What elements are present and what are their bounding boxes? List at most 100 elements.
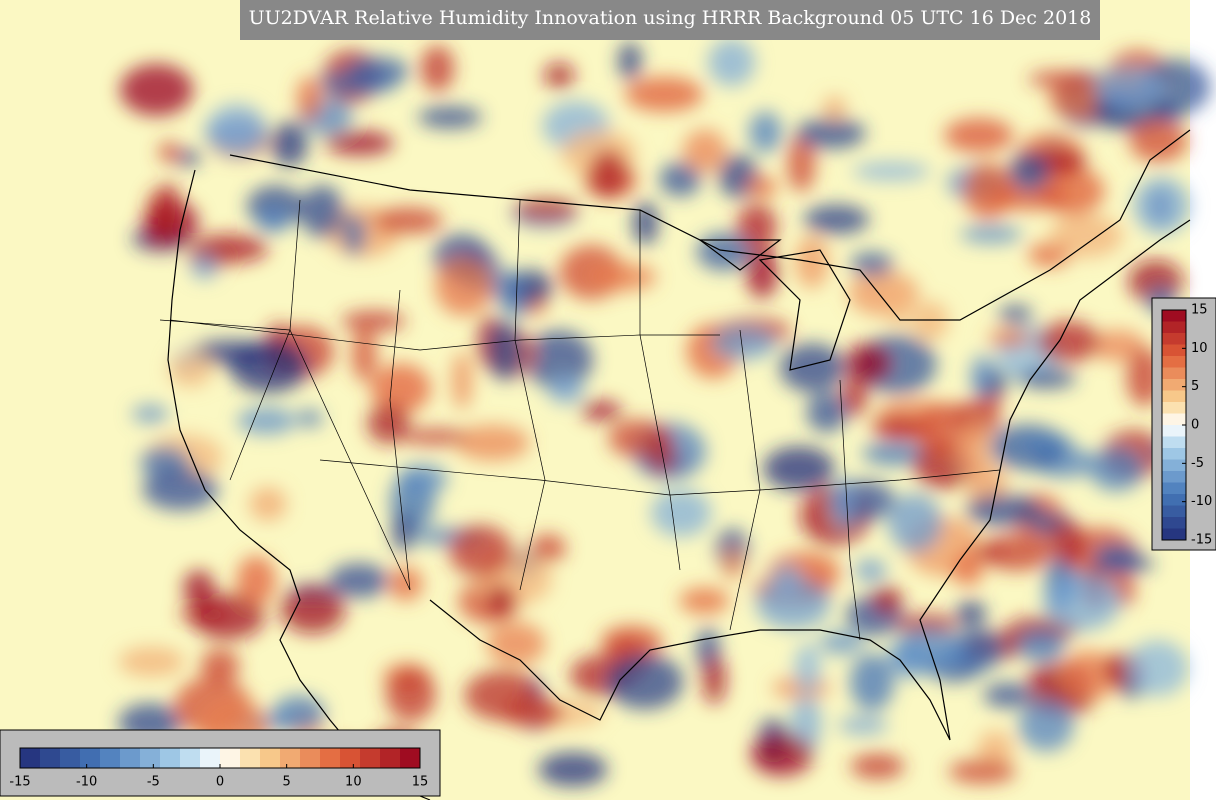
- colorbar-segment: [340, 748, 361, 768]
- humidity-blob: [998, 305, 1033, 324]
- tick-label: -5: [147, 775, 160, 790]
- humidity-blob: [374, 207, 443, 234]
- colorbar-segment: [1162, 402, 1186, 414]
- tick-label: 0: [1191, 418, 1199, 433]
- humidity-blob: [190, 593, 265, 640]
- humidity-blob: [1048, 519, 1085, 565]
- humidity-blob: [1133, 177, 1191, 235]
- humidity-blob: [488, 271, 530, 304]
- humidity-blob: [803, 204, 870, 235]
- humidity-blob: [748, 111, 783, 153]
- colorbar-segment: [1162, 517, 1186, 529]
- humidity-blob: [854, 558, 887, 583]
- humidity-blob: [325, 131, 394, 156]
- humidity-blob: [1090, 329, 1146, 362]
- colorbar-segment: [260, 748, 281, 768]
- humidity-blob: [503, 697, 564, 729]
- humidity-blob: [707, 38, 756, 87]
- humidity-blob: [175, 149, 201, 167]
- humidity-blob: [589, 149, 628, 198]
- humidity-blob: [401, 428, 469, 446]
- humidity-blob: [385, 667, 436, 722]
- humidity-blob: [158, 141, 180, 164]
- colorbar-segment: [160, 748, 181, 768]
- humidity-blob: [1018, 699, 1074, 752]
- humidity-blob: [838, 716, 888, 735]
- colorbar-segment: [360, 748, 381, 768]
- humidity-blob: [606, 653, 684, 710]
- humidity-blob: [255, 206, 291, 233]
- colorbar-segment: [1162, 528, 1186, 541]
- humidity-blob: [420, 45, 455, 92]
- tick-label: 5: [283, 775, 291, 790]
- humidity-blob: [955, 600, 987, 628]
- humidity-blob: [486, 585, 515, 616]
- humidity-blob: [618, 41, 642, 81]
- humidity-blob: [1058, 650, 1120, 700]
- humidity-blob: [960, 225, 1023, 244]
- humidity-blob: [329, 563, 389, 598]
- humidity-blob: [965, 494, 1043, 527]
- humidity-blob: [544, 62, 575, 89]
- humidity-blob: [983, 682, 1033, 708]
- colorbar-segment: [20, 748, 41, 768]
- humidity-blob: [872, 586, 903, 615]
- humidity-blob: [1094, 66, 1166, 110]
- humidity-blob: [763, 446, 835, 491]
- humidity-blob: [347, 56, 410, 87]
- humidity-blob: [910, 301, 949, 341]
- humidity-blob: [977, 730, 1014, 769]
- humidity-blob: [487, 321, 524, 381]
- colorbar-segment: [1162, 448, 1186, 460]
- humidity-blob: [455, 424, 530, 461]
- colorbar-segment: [100, 748, 121, 768]
- colorbar-segment: [280, 748, 301, 768]
- colorbar-segment: [1162, 505, 1186, 518]
- humidity-blob: [388, 567, 423, 601]
- humidity-blob: [948, 759, 1017, 784]
- humidity-blob: [272, 695, 325, 732]
- colorbar-segment: [1162, 310, 1186, 322]
- tick-label: 10: [1191, 341, 1208, 356]
- humidity-blob: [679, 587, 730, 615]
- humidity-blob: [955, 421, 990, 473]
- humidity-blob: [696, 232, 752, 271]
- humidity-blob: [392, 511, 415, 553]
- map-title: UU2DVAR Relative Humidity Innovation usi…: [249, 7, 1092, 29]
- tick-label: 10: [345, 775, 362, 790]
- colorbar-segment: [180, 748, 201, 768]
- humidity-blob: [237, 407, 297, 435]
- humidity-blob: [840, 377, 869, 417]
- humidity-blob: [779, 343, 845, 393]
- humidity-blob: [118, 646, 185, 677]
- humidity-blob: [750, 733, 814, 777]
- humidity-blob: [710, 325, 777, 361]
- humidity-blob: [342, 213, 366, 255]
- humidity-blob: [944, 118, 1014, 153]
- colorbar-segment: [40, 748, 61, 768]
- tick-label: -15: [9, 775, 30, 790]
- humidity-blob: [806, 392, 848, 433]
- humidity-blob: [296, 76, 323, 121]
- humidity-blob: [524, 330, 594, 390]
- humidity-blob: [702, 655, 726, 705]
- humidity-blob: [1129, 119, 1188, 163]
- humidity-blob: [1015, 433, 1074, 451]
- colorbar-segment: [1162, 321, 1186, 334]
- tick-label: -10: [76, 775, 97, 790]
- colorbar-segment: [120, 748, 141, 768]
- humidity-blob: [887, 282, 910, 328]
- humidity-blob: [486, 622, 546, 666]
- humidity-blob: [434, 256, 494, 316]
- humidity-blob: [448, 525, 514, 578]
- humidity-blob: [200, 648, 240, 683]
- tick-label: 5: [1191, 379, 1199, 394]
- colorbar-bottom: -15 -10 -5 0 5 10 15: [9, 747, 428, 790]
- humidity-blob: [300, 185, 344, 238]
- colorbar-segment: [1162, 482, 1186, 495]
- humidity-blob: [580, 400, 622, 421]
- humidity-blob: [861, 441, 929, 466]
- innovation-field: [118, 38, 1211, 787]
- humidity-blob: [948, 628, 1003, 673]
- colorbar-segment: [1162, 367, 1186, 380]
